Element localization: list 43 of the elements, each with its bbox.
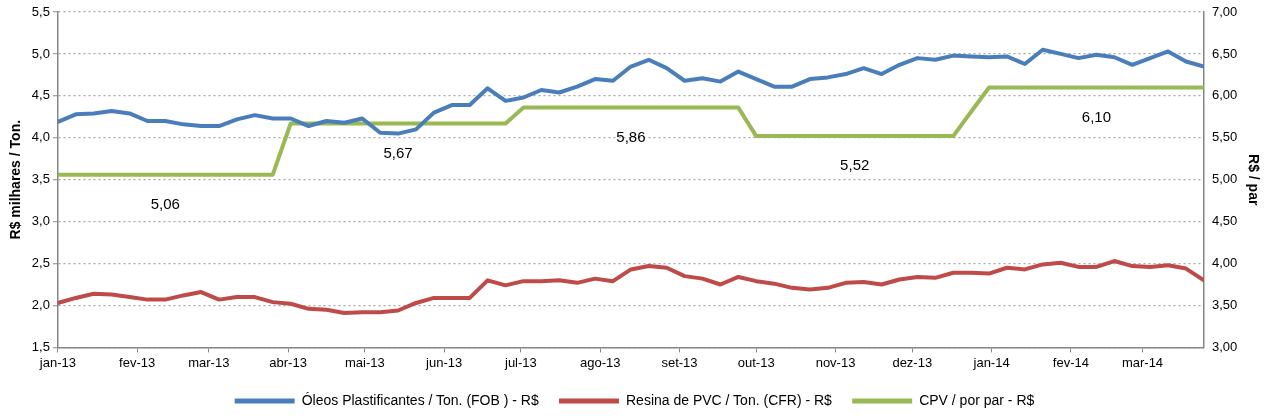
x-tick-label: ago-13 <box>579 354 621 370</box>
legend-label: Resina de PVC / Ton. (CFR) - R$ <box>625 391 833 408</box>
x-tick-label: nov-13 <box>815 354 856 370</box>
x-tick-label: fev-13 <box>119 354 156 370</box>
y2-tick-label: 4,50 <box>1211 213 1238 229</box>
x-tick-label: jul-13 <box>503 354 537 370</box>
y-tick-label: 3,0 <box>31 213 50 229</box>
legend-label: Óleos Plastificantes / Ton. (FOB ) - R$ <box>301 391 539 408</box>
annotation: 5,86 <box>616 127 646 145</box>
y2-tick-label: 6,50 <box>1211 45 1238 61</box>
annotation: 5,67 <box>383 143 413 161</box>
x-tick-label: jan-14 <box>972 354 1010 370</box>
y-tick-label: 4,5 <box>31 87 50 103</box>
y-tick-label: 3,5 <box>31 171 50 187</box>
y2-tick-label: 7,00 <box>1211 3 1238 19</box>
y2-tick-label: 5,00 <box>1211 171 1238 187</box>
y-tick-label: 4,0 <box>31 129 50 145</box>
x-tick-label: set-13 <box>661 354 698 370</box>
x-tick-label: mai-13 <box>344 354 385 370</box>
y2-tick-label: 5,50 <box>1211 129 1238 145</box>
y2-axis-title: R$ / par <box>1245 154 1262 206</box>
y-tick-label: 2,5 <box>31 255 50 271</box>
x-tick-label: abr-13 <box>269 354 307 370</box>
x-tick-label: jun-13 <box>425 354 463 370</box>
annotation: 5,52 <box>840 156 870 174</box>
x-tick-label: dez-13 <box>892 354 933 370</box>
y-tick-label: 2,0 <box>31 297 50 313</box>
x-tick-label: jan-13 <box>38 354 76 370</box>
x-tick-label: fev-14 <box>1052 354 1089 370</box>
y2-tick-label: 3,50 <box>1211 297 1238 313</box>
y-tick-label: 5,5 <box>31 3 50 19</box>
x-tick-label: mar-13 <box>188 354 230 370</box>
y-tick-label: 5,0 <box>31 45 50 61</box>
y2-tick-label: 3,00 <box>1211 338 1238 354</box>
x-tick-label: mar-14 <box>1121 354 1164 370</box>
y-axis-title: R$ milhares / Ton. <box>7 119 24 240</box>
annotation: 6,10 <box>1081 107 1112 125</box>
annotation: 5,06 <box>150 194 180 212</box>
legend-label: CPV / por par - R$ <box>919 391 1035 408</box>
y2-tick-label: 4,00 <box>1211 255 1238 271</box>
x-tick-label: out-13 <box>737 354 775 370</box>
y2-tick-label: 6,00 <box>1211 87 1238 103</box>
y-tick-label: 1,5 <box>31 338 50 354</box>
